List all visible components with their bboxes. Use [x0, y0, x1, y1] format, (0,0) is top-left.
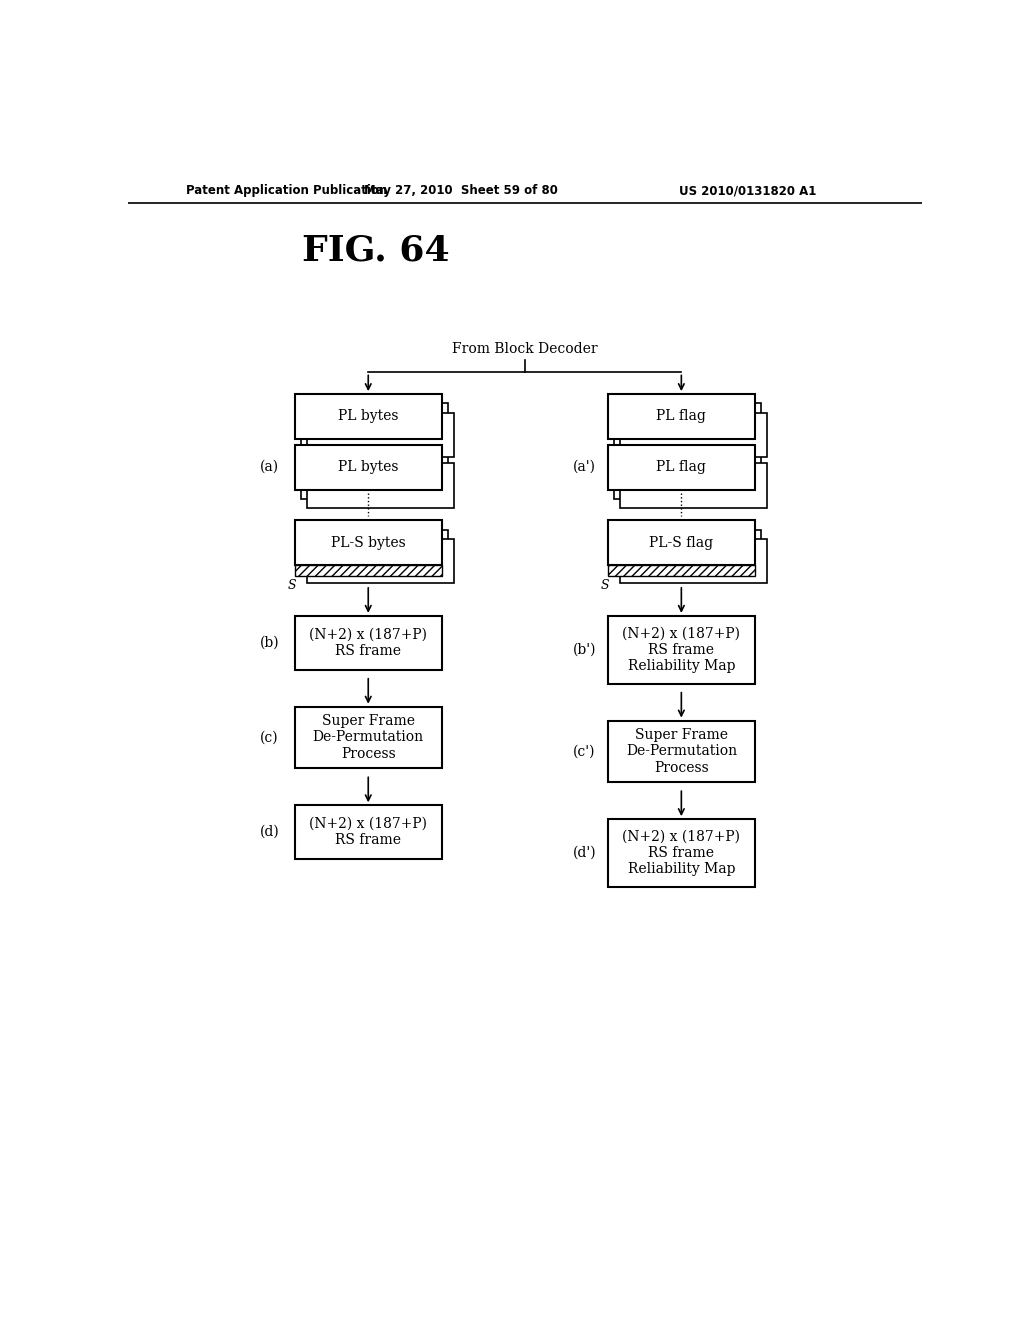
Text: PL bytes: PL bytes [338, 409, 398, 424]
Bar [307, 413, 455, 457]
Bar [295, 615, 442, 669]
Bar [307, 539, 455, 583]
Text: PL-S flag: PL-S flag [649, 536, 714, 549]
Text: Super Frame
De-Permutation
Process: Super Frame De-Permutation Process [312, 714, 424, 760]
Bar [301, 529, 449, 574]
Bar [295, 445, 442, 490]
Text: (N+2) x (187+P)
RS frame
Reliability Map: (N+2) x (187+P) RS frame Reliability Map [623, 627, 740, 673]
Bar [607, 818, 755, 887]
Text: (N+2) x (187+P)
RS frame: (N+2) x (187+P) RS frame [309, 627, 427, 657]
Text: (N+2) x (187+P)
RS frame
Reliability Map: (N+2) x (187+P) RS frame Reliability Map [623, 830, 740, 876]
Text: US 2010/0131820 A1: US 2010/0131820 A1 [679, 185, 817, 197]
Bar [307, 463, 455, 508]
Text: (c): (c) [260, 730, 279, 744]
Text: (N+2) x (187+P)
RS frame: (N+2) x (187+P) RS frame [309, 817, 427, 847]
Bar [301, 404, 449, 447]
Text: PL flag: PL flag [656, 409, 707, 424]
Text: (c'): (c') [572, 744, 595, 758]
Text: S: S [600, 579, 609, 591]
Text: PL-S bytes: PL-S bytes [331, 536, 406, 549]
Text: PL bytes: PL bytes [338, 461, 398, 474]
Bar [614, 454, 761, 499]
Text: (d'): (d') [572, 846, 596, 859]
Bar [607, 615, 755, 684]
Text: (a): (a) [260, 461, 279, 474]
Text: (b): (b) [260, 636, 280, 649]
Bar [607, 721, 755, 781]
Bar [621, 413, 767, 457]
Text: (a'): (a') [572, 461, 596, 474]
Bar [607, 395, 755, 438]
Text: FIG. 64: FIG. 64 [302, 234, 450, 268]
Text: S: S [287, 579, 296, 591]
Text: PL flag: PL flag [656, 461, 707, 474]
Bar [607, 445, 755, 490]
Bar [295, 520, 442, 565]
Bar [301, 454, 449, 499]
Bar [295, 395, 442, 438]
Bar [621, 539, 767, 583]
Bar [295, 706, 442, 768]
Text: From Block Decoder: From Block Decoder [452, 342, 598, 356]
Text: May 27, 2010  Sheet 59 of 80: May 27, 2010 Sheet 59 of 80 [365, 185, 558, 197]
Bar [607, 520, 755, 565]
Bar [295, 565, 442, 576]
Text: Super Frame
De-Permutation
Process: Super Frame De-Permutation Process [626, 729, 737, 775]
Bar [614, 404, 761, 447]
Bar [607, 565, 755, 576]
Text: Patent Application Publication: Patent Application Publication [186, 185, 387, 197]
Bar [295, 805, 442, 859]
Text: (b'): (b') [572, 643, 596, 656]
Bar [621, 463, 767, 508]
Text: (d): (d) [260, 825, 280, 840]
Bar [614, 529, 761, 574]
